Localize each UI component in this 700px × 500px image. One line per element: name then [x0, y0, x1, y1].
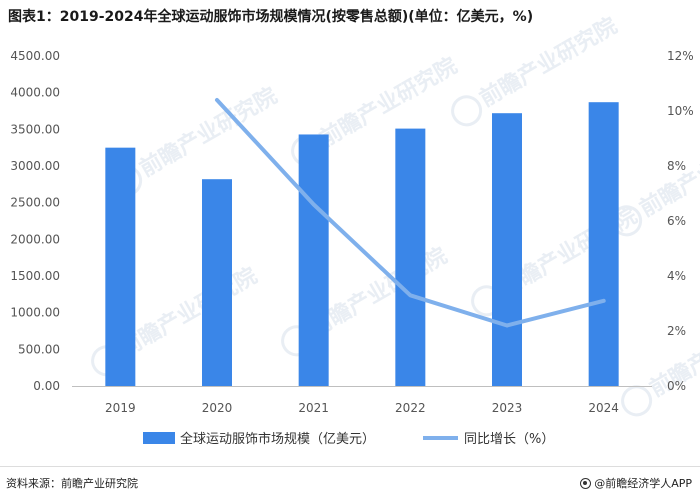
bar-2022: [395, 128, 426, 386]
legend: 全球运动服饰市场规模（亿美元） 同比增长（%）: [143, 431, 554, 447]
y-right-tick-label: 2%: [667, 324, 686, 338]
y-right-tick-label: 4%: [667, 269, 686, 283]
bar-2020: [202, 179, 232, 386]
bar-2019: [105, 147, 136, 386]
x-tick-label: 2023: [492, 401, 523, 415]
y-left-tick-label: 3500.00: [10, 122, 60, 136]
y-left-tick-label: 4500.00: [10, 49, 60, 63]
y-left-tick-label: 0.00: [33, 379, 60, 393]
brand-label: @前瞻经济学人APP: [594, 477, 692, 490]
y-left-tick-label: 1500.00: [10, 269, 60, 283]
watermark-text: 前瞻产业研究院: [135, 83, 281, 183]
y-right-tick-label: 0%: [667, 379, 686, 393]
x-tick-label: 2021: [298, 401, 329, 415]
growth-line: [215, 98, 606, 328]
bar-2024: [588, 102, 619, 386]
y-left-tick-label: 3000.00: [10, 159, 60, 173]
x-tick-label: 2022: [395, 401, 426, 415]
y-right-tick-label: 12%: [667, 49, 694, 63]
y-right-tick-label: 8%: [667, 159, 686, 173]
watermark: 前瞻产业研究院: [621, 303, 700, 417]
source-note: 资料来源：前瞻产业研究院: [6, 477, 138, 490]
y-left-tick-label: 500.00: [18, 342, 60, 356]
line-series: [215, 98, 606, 328]
x-axis: 2019 2020 2021 2022 2023 2024: [72, 386, 652, 415]
y-left-tick-label: 1000.00: [10, 306, 60, 320]
legend-bar-swatch: [143, 432, 175, 444]
x-tick-label: 2020: [202, 401, 233, 415]
watermark-text: 前瞻产业研究院: [115, 263, 261, 363]
watermark-text: 前瞻产业研究院: [315, 53, 461, 153]
footer: 资料来源：前瞻产业研究院 @前瞻经济学人APP: [0, 466, 700, 500]
y-left-tick-label: 2000.00: [10, 232, 60, 246]
y-right-tick-label: 6%: [667, 214, 686, 228]
x-tick-label: 2024: [588, 401, 619, 415]
chart-title: 图表1：2019-2024年全球运动服饰市场规模情况(按零售总额)(单位：亿美元…: [8, 9, 534, 25]
watermark-text: 前瞻产业研究院: [475, 13, 621, 113]
legend-bar-label: 全球运动服饰市场规模（亿美元）: [180, 431, 375, 447]
y-left-tick-label: 4000.00: [10, 86, 60, 100]
y-right-tick-label: 10%: [667, 104, 694, 118]
left-axis: 0.00 500.00 1000.00 1500.00 2000.00 2500.00 30…: [10, 49, 60, 393]
right-axis: 0% 2% 4% 6% 8% 10% 12%: [667, 49, 694, 393]
brand-logo-icon: [580, 477, 592, 489]
y-left-tick-label: 2500.00: [10, 196, 60, 210]
bar-2023: [492, 113, 522, 386]
bar-2021: [298, 134, 329, 386]
legend-line-label: 同比增长（%）: [464, 432, 554, 447]
bar-series: [105, 102, 619, 386]
x-tick-label: 2019: [105, 401, 136, 415]
brand-credit[interactable]: @前瞻经济学人APP: [580, 475, 692, 491]
